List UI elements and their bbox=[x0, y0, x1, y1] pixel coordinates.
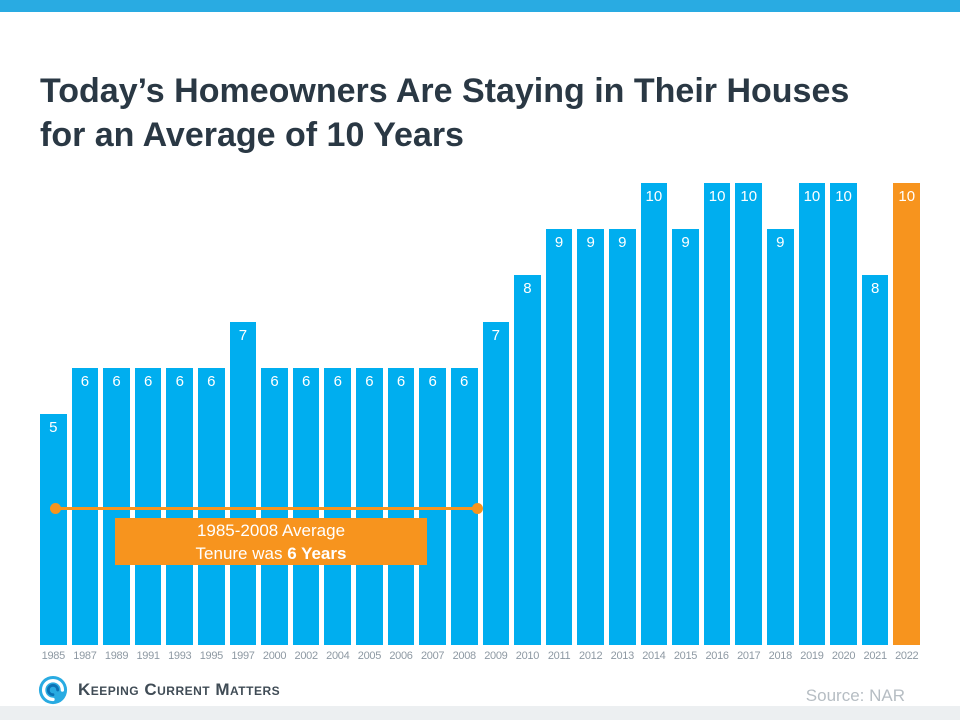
x-tick-label: 2005 bbox=[357, 650, 382, 662]
callout-line1: 1985-2008 Average bbox=[196, 520, 346, 540]
bar-value-label: 7 bbox=[238, 326, 248, 344]
x-tick-label: 2016 bbox=[705, 650, 729, 662]
bar: 6 bbox=[387, 367, 415, 645]
bar: 9 bbox=[672, 229, 699, 645]
kcm-swirl-icon bbox=[38, 675, 68, 705]
bar: 10 bbox=[640, 183, 668, 645]
bar: 6 bbox=[292, 367, 320, 645]
callout-line2: Tenure was 6 Years bbox=[195, 543, 347, 563]
bar: 7 bbox=[482, 321, 510, 645]
bar: 10 bbox=[798, 183, 826, 645]
x-tick-label: 2000 bbox=[262, 650, 287, 662]
bar-value-label: 5 bbox=[49, 419, 58, 436]
bar: 7 bbox=[229, 321, 257, 645]
bars: 5 6 6 6 6 6 7 6 6 6 6 6 6 6 7 8 9 9 9 10 9 10 10 9 10 10 8 10 bbox=[40, 183, 921, 645]
line-endpoint-dot-right bbox=[472, 503, 483, 514]
x-tick-label: 1987 bbox=[73, 650, 97, 662]
x-tick-label: 2021 bbox=[863, 650, 888, 662]
bar: 6 bbox=[419, 367, 446, 645]
bar-value-label: 10 bbox=[898, 188, 916, 205]
x-tick-label: 2022 bbox=[895, 650, 919, 662]
bar: 10 bbox=[893, 183, 921, 645]
bar-value-label: 6 bbox=[270, 372, 279, 390]
x-tick-label: 2018 bbox=[768, 650, 793, 662]
bar-value-label: 6 bbox=[207, 372, 216, 390]
bar: 8 bbox=[514, 275, 541, 645]
bar: 6 bbox=[134, 367, 162, 645]
bar-value-label: 6 bbox=[175, 372, 184, 390]
x-tick-label: 1985 bbox=[41, 650, 66, 662]
bar-value-label: 9 bbox=[681, 234, 690, 252]
bar-value-label: 7 bbox=[491, 326, 500, 344]
x-axis: 1985 1987 1989 1991 1993 1995 1997 2000 2002 2004… bbox=[40, 650, 920, 662]
bar: 6 bbox=[261, 367, 288, 645]
bar: 6 bbox=[166, 367, 194, 645]
source-attribution: Source: NAR bbox=[805, 686, 905, 705]
bar: 8 bbox=[861, 275, 889, 645]
bar: 5 bbox=[40, 414, 67, 645]
bar-value-label: 9 bbox=[776, 234, 785, 252]
bar: 6 bbox=[198, 367, 225, 645]
bar-value-label: 6 bbox=[143, 372, 153, 390]
x-tick-label: 2002 bbox=[294, 650, 319, 662]
x-tick-label: 2009 bbox=[484, 650, 508, 662]
x-tick-label: 2010 bbox=[515, 650, 540, 662]
bar-value-label: 10 bbox=[645, 188, 663, 205]
x-tick-label: 2017 bbox=[737, 650, 761, 662]
bar-value-label: 10 bbox=[740, 188, 758, 205]
x-tick-label: 2019 bbox=[800, 650, 824, 662]
average-tenure-callout: 1985-2008 Average Tenure was 6 Years bbox=[115, 518, 427, 565]
x-tick-label: 2014 bbox=[642, 650, 666, 662]
bar: 9 bbox=[767, 229, 794, 645]
bar-value-label: 8 bbox=[870, 280, 880, 298]
page-title: Today’s Homeowners Are Staying in Their … bbox=[40, 71, 850, 154]
bar-value-label: 9 bbox=[586, 234, 595, 252]
bar: 9 bbox=[577, 229, 604, 645]
bar-value-label: 6 bbox=[112, 372, 121, 390]
bar: 6 bbox=[356, 367, 383, 645]
bar-value-label: 6 bbox=[365, 372, 374, 390]
x-tick-label: 1997 bbox=[231, 650, 255, 662]
brand-name: Keeping Current Matters bbox=[78, 680, 281, 699]
brand-logo: Keeping Current Matters bbox=[38, 675, 280, 705]
bar-value-label: 6 bbox=[396, 372, 406, 390]
x-tick-label: 2007 bbox=[420, 650, 445, 662]
bar-value-label: 6 bbox=[460, 372, 469, 390]
average-span-line bbox=[50, 503, 483, 514]
bar-value-label: 10 bbox=[708, 188, 726, 205]
bar: 6 bbox=[71, 367, 99, 645]
bottom-strip bbox=[0, 706, 960, 720]
x-tick-label: 1993 bbox=[168, 650, 192, 662]
bar-value-label: 6 bbox=[80, 372, 90, 390]
bar: 9 bbox=[608, 229, 636, 645]
x-tick-label: 2011 bbox=[547, 650, 571, 662]
x-tick-label: 2020 bbox=[831, 650, 856, 662]
tenure-bar-chart: 5 6 6 6 6 6 7 6 6 6 6 6 6 6 7 8 9 9 9 10 9 10 10 9 10 10 8 10 1985-… bbox=[40, 183, 921, 645]
top-accent-bar bbox=[0, 0, 960, 12]
bar-value-label: 10 bbox=[835, 188, 852, 205]
bar: 10 bbox=[703, 183, 731, 645]
bar-value-label: 6 bbox=[302, 372, 311, 390]
x-tick-label: 1989 bbox=[104, 650, 129, 662]
bar-value-label: 10 bbox=[803, 188, 821, 205]
bar-value-label: 6 bbox=[333, 372, 342, 390]
x-tick-label: 1995 bbox=[199, 650, 224, 662]
x-tick-label: 2006 bbox=[389, 650, 413, 662]
bar: 10 bbox=[830, 183, 857, 645]
x-tick-label: 1991 bbox=[136, 650, 160, 662]
bar-value-label: 9 bbox=[618, 234, 627, 252]
bar-value-label: 8 bbox=[523, 280, 532, 298]
x-tick-label: 2015 bbox=[673, 650, 698, 662]
x-tick-label: 2004 bbox=[326, 650, 350, 662]
x-tick-label: 2012 bbox=[579, 650, 603, 662]
bar: 10 bbox=[735, 183, 763, 645]
x-tick-label: 2008 bbox=[452, 650, 477, 662]
bar: 6 bbox=[324, 367, 352, 645]
bar-value-label: 9 bbox=[554, 234, 564, 252]
x-tick-label: 2013 bbox=[610, 650, 635, 662]
line-endpoint-dot-left bbox=[50, 503, 61, 514]
bar: 9 bbox=[545, 229, 573, 645]
bar-value-label: 6 bbox=[428, 372, 437, 390]
bar: 6 bbox=[103, 367, 130, 645]
